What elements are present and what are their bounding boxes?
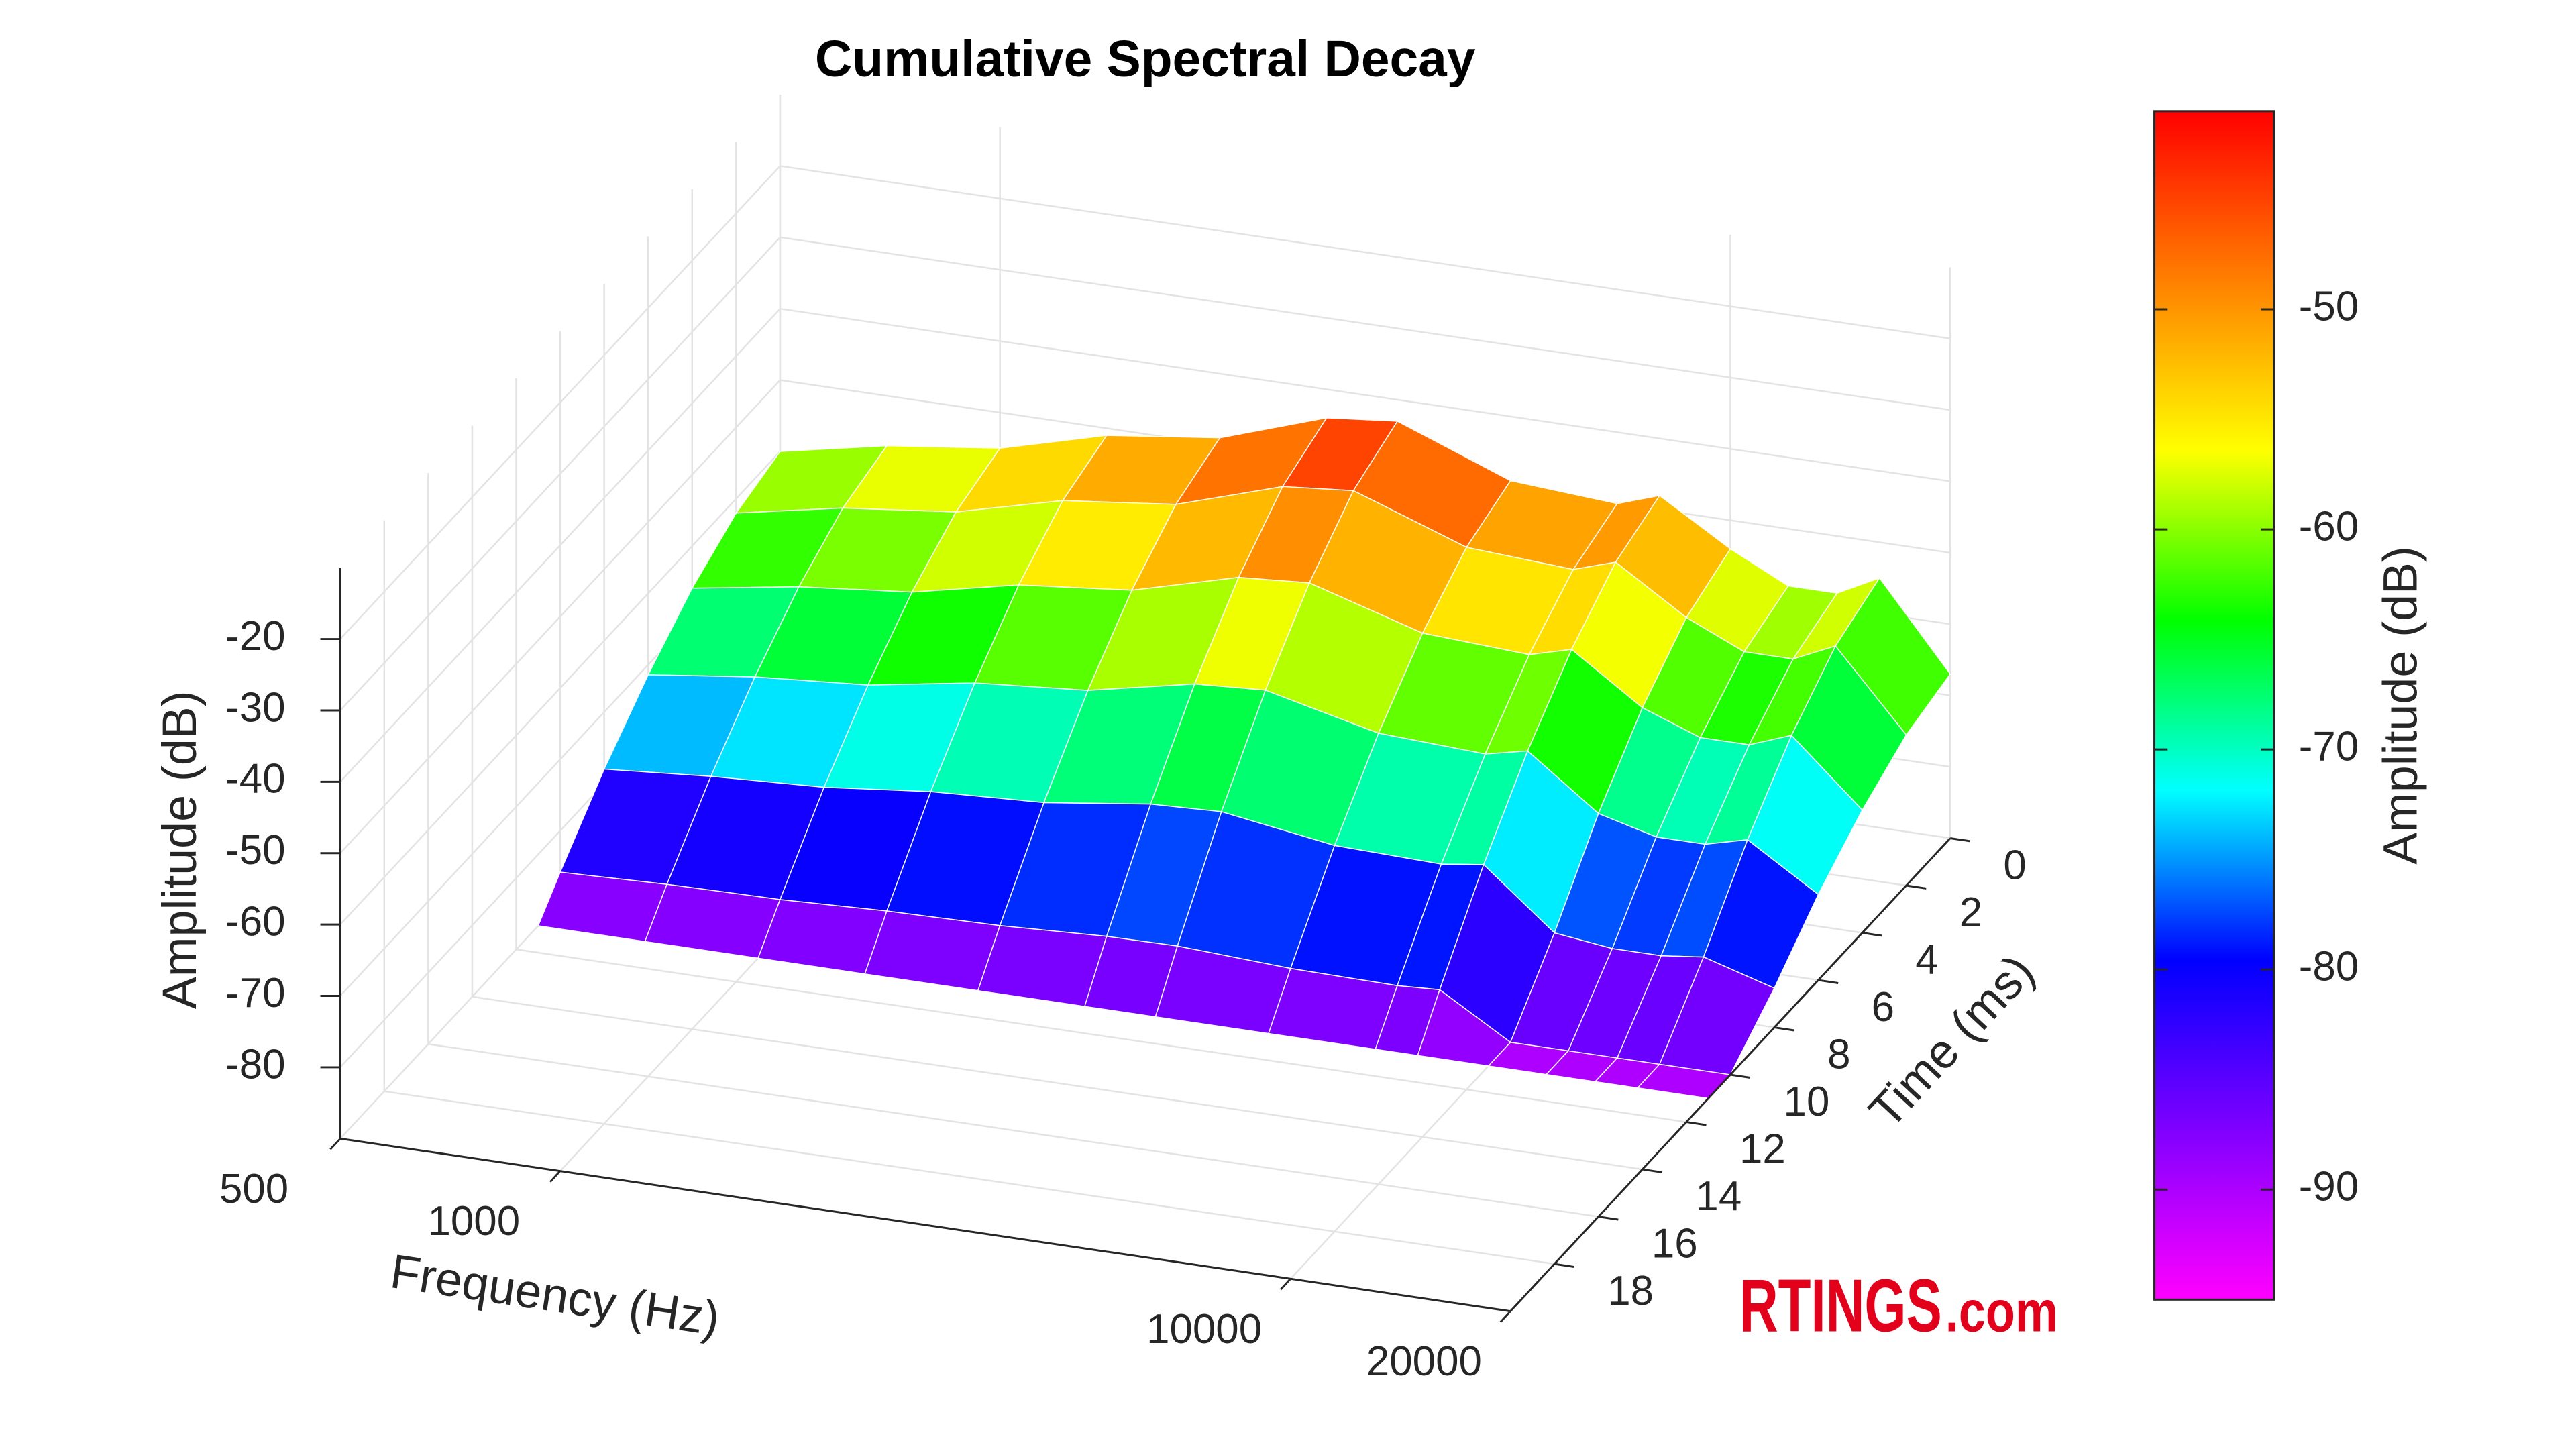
- surface: [537, 417, 1951, 1099]
- colorbar-tick-label: -90: [2299, 1164, 2359, 1210]
- y-tick-label: 16: [1652, 1220, 1698, 1267]
- y-tick-label: 10: [1784, 1079, 1830, 1125]
- y-axis-label: Time (ms): [1859, 945, 2045, 1138]
- chart-title: Cumulative Spectral Decay: [815, 31, 1476, 88]
- x-tick-label: 1000: [428, 1198, 521, 1244]
- y-tick-label: 2: [1960, 890, 1982, 936]
- colorbar-tick-label: -50: [2299, 283, 2359, 329]
- y-tick: [1730, 1073, 1751, 1079]
- colorbar-label: Amplitude (dB): [2373, 546, 2427, 865]
- y-tick: [1554, 1263, 1575, 1269]
- x-axis-line: [339, 1137, 1511, 1313]
- z-tick-label: -50: [225, 827, 285, 873]
- y-tick-label: 8: [1827, 1031, 1850, 1077]
- x-axis-label: Frequency (Hz): [387, 1244, 723, 1346]
- y-tick-label: 0: [2003, 842, 2026, 888]
- grid-line: [428, 1043, 1599, 1218]
- grid-line: [780, 236, 1951, 411]
- grid-line: [339, 165, 781, 640]
- y-tick: [1642, 1168, 1663, 1174]
- z-tick-label: -30: [225, 684, 285, 731]
- surface-patch: [977, 924, 1108, 1007]
- colorbar-tick-label: -80: [2299, 944, 2359, 990]
- y-tick: [1686, 1121, 1707, 1126]
- surface-patch: [864, 910, 1001, 991]
- grid-line: [384, 1090, 1555, 1265]
- y-tick: [1774, 1026, 1794, 1032]
- colorbar-tick-label: -60: [2299, 503, 2359, 549]
- y-tick: [1598, 1216, 1619, 1221]
- grid-line: [339, 308, 781, 783]
- x-tick-label: 20000: [1366, 1338, 1482, 1385]
- y-tick: [1818, 979, 1839, 984]
- y-tick: [1906, 884, 1927, 890]
- y-tick-label: 4: [1915, 936, 1938, 983]
- z-tick-label: -20: [225, 613, 285, 659]
- grid-line: [516, 949, 1686, 1123]
- x-tick: [1499, 1310, 1511, 1323]
- y-tick-label: 18: [1607, 1268, 1654, 1314]
- z-tick-label: -80: [225, 1041, 285, 1087]
- grid-line: [339, 236, 781, 711]
- x-tick: [1279, 1278, 1291, 1291]
- x-tick: [549, 1170, 561, 1183]
- z-tick-label: -70: [225, 970, 285, 1016]
- y-tick: [1862, 932, 1882, 937]
- y-tick-label: 6: [1872, 984, 1894, 1030]
- grid-line: [472, 996, 1643, 1171]
- x-tick: [329, 1138, 341, 1150]
- watermark-brand: RTINGS: [1739, 1263, 1942, 1347]
- y-tick-label: 12: [1739, 1126, 1786, 1172]
- grid-line: [780, 165, 1951, 339]
- grid-line: [780, 307, 1951, 482]
- grid-line: [339, 379, 781, 854]
- z-tick-label: -40: [225, 756, 285, 802]
- colorbar: [2153, 110, 2275, 1301]
- surface-patch: [757, 899, 888, 975]
- watermark-suffix: .com: [1945, 1279, 2058, 1344]
- y-tick: [1949, 837, 1971, 843]
- x-tick-label: 10000: [1146, 1306, 1262, 1352]
- colorbar-tick-label: -70: [2299, 724, 2359, 770]
- z-axis-label: Amplitude (dB): [153, 691, 207, 1010]
- z-tick-label: -60: [225, 898, 285, 945]
- surface-patch: [537, 871, 667, 943]
- grid-line: [339, 451, 781, 925]
- x-tick-label: 500: [219, 1166, 288, 1212]
- y-tick-label: 14: [1695, 1173, 1741, 1220]
